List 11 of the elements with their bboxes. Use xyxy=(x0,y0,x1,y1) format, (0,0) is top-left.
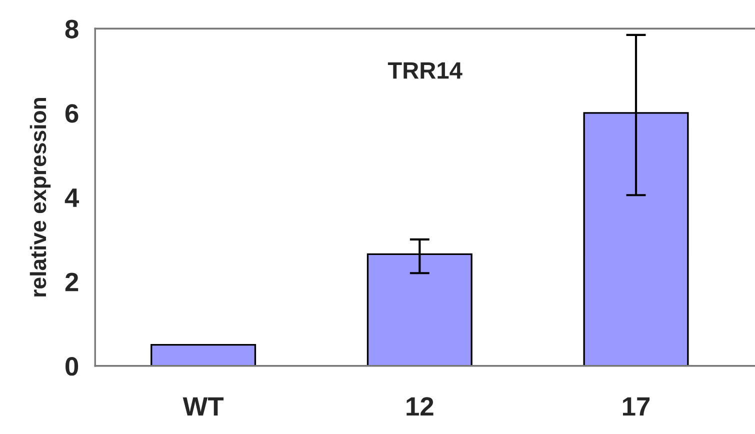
y-tick-label: 6 xyxy=(65,104,78,123)
y-tick-label: 0 xyxy=(66,356,78,376)
x-tick-label: 12 xyxy=(406,397,434,416)
y-tick-label: 4 xyxy=(64,188,80,207)
bar xyxy=(150,344,256,366)
x-tick-label: WT xyxy=(182,397,224,416)
y-tick-label: 2 xyxy=(65,272,78,292)
text: TRR14 xyxy=(388,62,462,79)
x-tick-label: 17 xyxy=(622,397,650,416)
y-tick-label: 8 xyxy=(65,20,78,38)
y-axis-title: relative expression xyxy=(30,98,51,296)
